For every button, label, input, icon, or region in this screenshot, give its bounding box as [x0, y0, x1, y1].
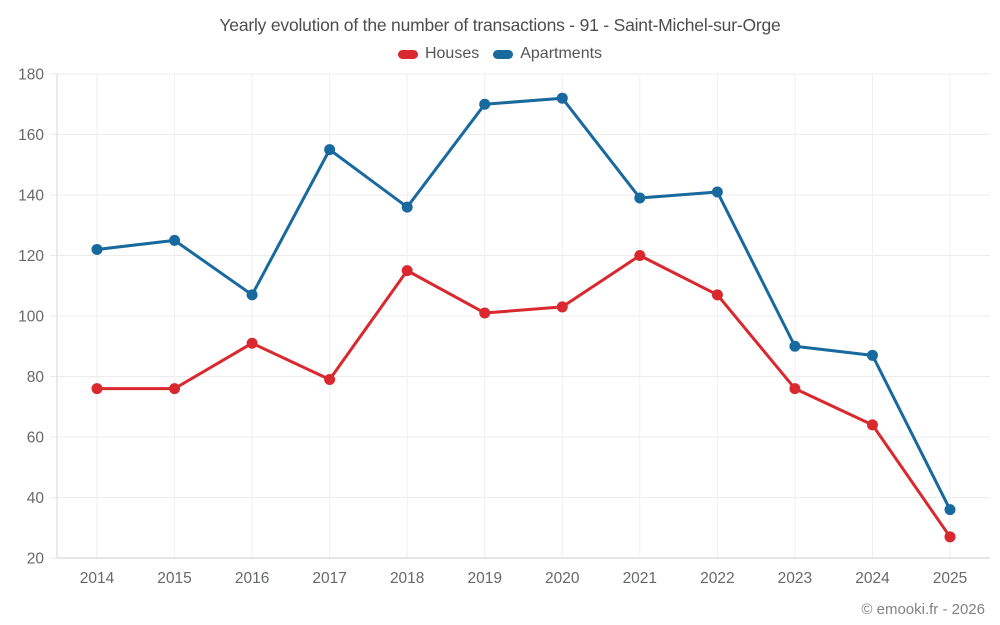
series-point-houses	[401, 265, 413, 277]
x-tick-label: 2018	[390, 570, 424, 587]
series-line-apartments	[95, 96, 952, 512]
x-tick-label: 2021	[623, 570, 657, 587]
copyright-footer: © emooki.fr - 2026	[861, 601, 985, 618]
y-tick-label: 180	[18, 67, 44, 84]
x-tick-label: 2014	[80, 570, 115, 587]
series-point-houses	[246, 337, 258, 349]
series-point-apartments	[556, 92, 568, 104]
x-tick-label: 2016	[235, 570, 269, 587]
series-point-apartments	[169, 234, 181, 246]
series-line-houses	[95, 254, 952, 539]
x-tick-label: 2023	[778, 570, 812, 587]
series-point-apartments	[324, 144, 336, 156]
series-point-houses	[866, 419, 878, 431]
series-point-apartments	[944, 504, 956, 516]
series-point-houses	[944, 531, 956, 543]
series-point-apartments	[91, 243, 103, 255]
series-point-apartments	[789, 340, 801, 352]
series-point-apartments	[634, 192, 646, 204]
series-point-houses	[324, 374, 336, 386]
legend-label-apartments: Apartments	[520, 45, 603, 62]
x-tick-label: 2022	[700, 570, 734, 587]
y-tick-label: 40	[27, 490, 45, 507]
x-tick-label: 2020	[545, 570, 580, 587]
series-point-apartments	[246, 289, 258, 301]
x-tick-label: 2025	[933, 570, 967, 587]
series-point-houses	[91, 383, 103, 395]
y-tick-label: 80	[27, 369, 45, 386]
chart-title: Yearly evolution of the number of transa…	[219, 15, 781, 35]
series-point-apartments	[479, 98, 491, 110]
y-tick-label: 160	[18, 127, 44, 144]
series-point-apartments	[866, 349, 878, 361]
x-tick-label: 2019	[467, 570, 501, 587]
apartments-swatch-icon	[493, 49, 514, 59]
series-point-houses	[169, 383, 181, 395]
series-point-houses	[789, 383, 801, 395]
series-point-houses	[479, 307, 491, 319]
x-tick-label: 2024	[855, 570, 890, 587]
houses-swatch-icon	[397, 49, 418, 59]
y-tick-label: 100	[18, 309, 44, 326]
x-tick-label: 2017	[312, 570, 346, 587]
series-point-houses	[711, 289, 723, 301]
series-point-apartments	[711, 186, 723, 198]
series-point-apartments	[401, 201, 413, 213]
legend-label-houses: Houses	[424, 45, 480, 62]
y-tick-label: 140	[18, 188, 44, 205]
legend-item-apartments[interactable]: Apartments	[493, 45, 602, 63]
legend: Houses Apartments	[0, 45, 1000, 63]
y-tick-label: 120	[18, 248, 44, 265]
y-tick-label: 20	[27, 551, 45, 568]
series-point-houses	[634, 250, 646, 261]
series-point-houses	[556, 301, 568, 313]
x-tick-label: 2015	[157, 570, 191, 587]
legend-item-houses[interactable]: Houses	[397, 45, 480, 63]
y-tick-label: 60	[27, 430, 45, 447]
